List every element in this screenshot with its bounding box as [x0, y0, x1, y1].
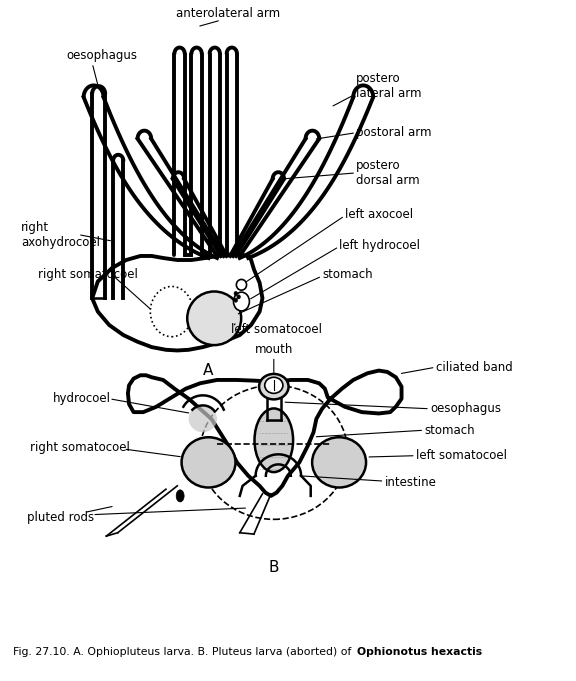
Text: ciliated band: ciliated band [435, 361, 512, 374]
Text: postoral arm: postoral arm [356, 126, 431, 139]
Text: hydrocoel: hydrocoel [52, 392, 111, 405]
Text: left somatocoel: left somatocoel [416, 449, 507, 462]
Ellipse shape [236, 279, 247, 290]
Text: left somatocoel: left somatocoel [231, 323, 322, 336]
Text: left axocoel: left axocoel [345, 208, 413, 221]
Text: postero
dorsal arm: postero dorsal arm [356, 159, 420, 187]
Ellipse shape [255, 409, 293, 472]
Text: stomach: stomach [322, 268, 373, 281]
Ellipse shape [237, 295, 240, 299]
Ellipse shape [187, 291, 241, 345]
Text: B: B [268, 560, 279, 575]
Text: right somatocoel: right somatocoel [30, 441, 130, 454]
Ellipse shape [234, 291, 237, 296]
Ellipse shape [312, 437, 366, 488]
Ellipse shape [233, 292, 249, 311]
Text: left hydrocoel: left hydrocoel [339, 239, 420, 252]
Ellipse shape [259, 374, 289, 399]
Text: stomach: stomach [425, 424, 475, 437]
Text: A: A [203, 363, 214, 378]
Text: anterolateral arm: anterolateral arm [176, 7, 281, 20]
Text: mouth: mouth [255, 343, 293, 356]
Ellipse shape [189, 405, 217, 432]
Ellipse shape [150, 287, 193, 336]
Ellipse shape [176, 490, 184, 502]
Ellipse shape [181, 437, 236, 488]
Text: Fig. 27.10. A. Ophiopluteus larva. B. Pluteus larva (aborted) of: Fig. 27.10. A. Ophiopluteus larva. B. Pl… [13, 647, 355, 656]
Text: right
axohydrocoel: right axohydrocoel [21, 221, 100, 249]
Text: right somatocoel: right somatocoel [38, 268, 138, 281]
Ellipse shape [234, 298, 237, 302]
Text: oesophagus: oesophagus [67, 48, 138, 62]
Text: pluted rods: pluted rods [27, 511, 94, 524]
Text: intestine: intestine [385, 476, 437, 489]
Text: postero
lateral arm: postero lateral arm [356, 72, 422, 99]
Text: oesophagus: oesophagus [430, 402, 501, 415]
Text: Ophionotus hexactis: Ophionotus hexactis [357, 647, 482, 656]
Ellipse shape [265, 377, 283, 394]
